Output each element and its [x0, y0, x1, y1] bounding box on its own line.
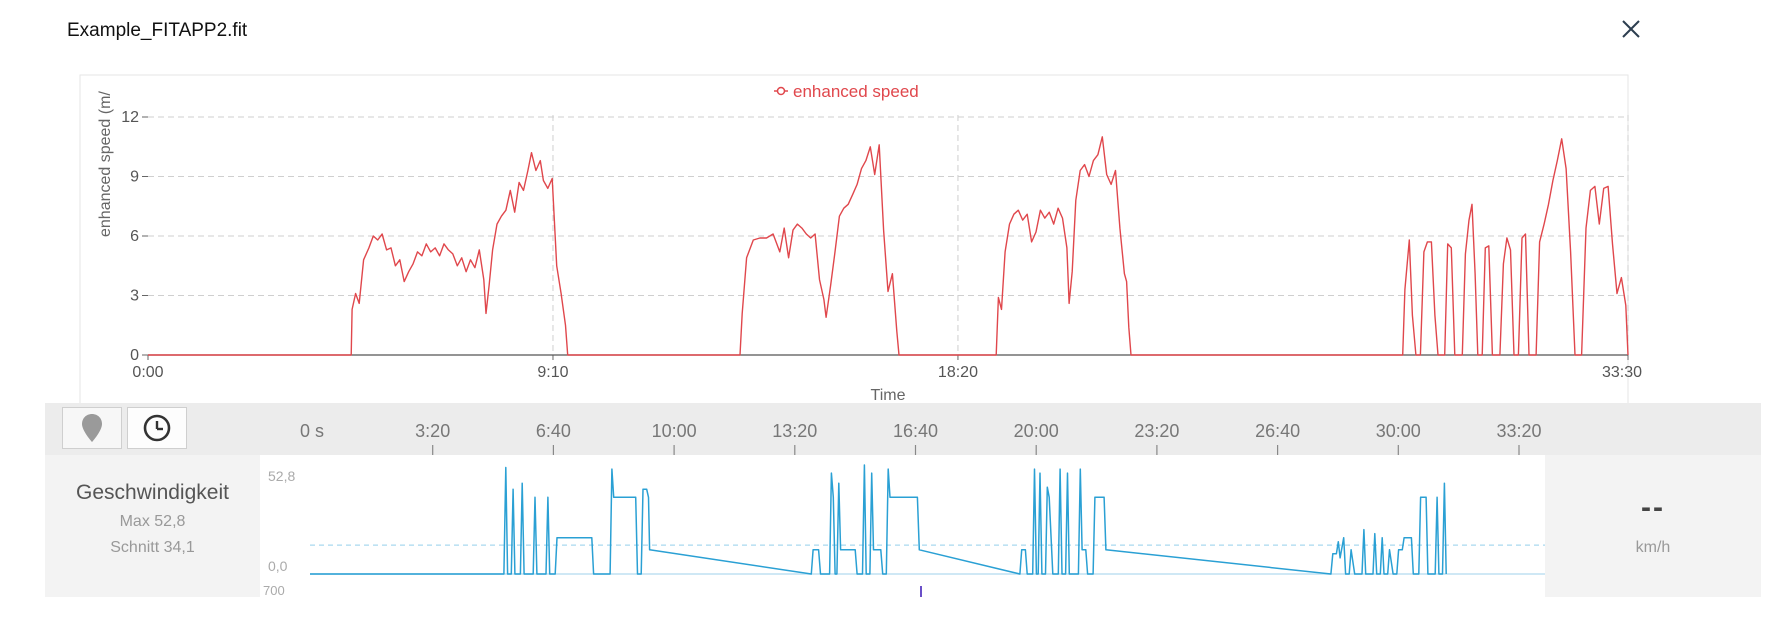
- timeline-tick-label: 10:00: [652, 421, 697, 441]
- timeline-tick-label: 3:20: [415, 421, 450, 441]
- timeline-tick-label: 20:00: [1014, 421, 1059, 441]
- clock-icon: [143, 414, 171, 442]
- timeline-panel: 0 s 3:20 6:40 10:00 13:20 16:40 20:00 23:20 26:4…: [45, 403, 1761, 597]
- timeline-axis[interactable]: 0 s 3:20 6:40 10:00 13:20 16:40 20:00 23:20 26:4…: [45, 403, 1761, 455]
- x-tick-label: 9:10: [537, 364, 568, 381]
- y-tick-label: 12: [121, 109, 139, 126]
- location-pin-icon: [82, 414, 102, 442]
- chart-legend: enhanced speed: [774, 82, 919, 101]
- speed-row-name: Geschwindigkeit: [76, 481, 229, 504]
- timeline-tick-label: 6:40: [536, 421, 571, 441]
- x-tick-labels: 0:00 9:10 18:20 33:30: [132, 355, 1642, 381]
- timeline-tick-label: 30:00: [1376, 421, 1421, 441]
- speed-current-value-box: -- km/h: [1545, 455, 1761, 577]
- speed-row-max: Max 52,8: [119, 513, 186, 530]
- x-tick-label: 33:30: [1602, 364, 1642, 381]
- close-icon[interactable]: [1618, 16, 1644, 42]
- speed-y-min-label: 0,0: [268, 558, 288, 574]
- legend-label: enhanced speed: [793, 82, 919, 101]
- speed-y-max-label: 52,8: [268, 468, 295, 484]
- speed-row-plot[interactable]: 52,8 0,0: [260, 455, 1545, 577]
- y-axis-label: enhanced speed (m/: [97, 91, 114, 237]
- timeline-tick-label: 0 s: [300, 421, 324, 441]
- speed-row-average: Schnitt 34,1: [110, 539, 195, 556]
- speed-line-chart[interactable]: 0 3 6 9 12 0:00 9:10 18:20 33:30 enhanced speed…: [0, 0, 1789, 410]
- legend-marker: [776, 86, 786, 96]
- speed-row-label: Geschwindigkeit Max 52,8 Schnitt 34,1: [45, 455, 260, 577]
- next-row-plot: [260, 577, 1545, 597]
- y-tick-label: 3: [130, 288, 139, 305]
- speed-row: Geschwindigkeit Max 52,8 Schnitt 34,1 52…: [45, 455, 1761, 577]
- timeline-tick-label: 16:40: [893, 421, 938, 441]
- enhanced-speed-series-line: [148, 136, 1629, 356]
- timeline-tick-label: 26:40: [1255, 421, 1300, 441]
- next-row-partial: 700: [45, 577, 1761, 597]
- speed-series-line: [310, 464, 1447, 575]
- speed-current-value: --: [1641, 491, 1665, 524]
- next-row-label: 700: [263, 583, 285, 597]
- timeline-tick-label: 23:20: [1134, 421, 1179, 441]
- location-pin-button[interactable]: [62, 407, 122, 449]
- y-tick-labels: 0 3 6 9 12: [121, 109, 148, 364]
- timeline-tick-label: 33:20: [1496, 421, 1541, 441]
- chart-gridlines: [148, 115, 1629, 355]
- timeline-toolbar: [45, 403, 1761, 455]
- x-tick-label: 18:20: [938, 364, 978, 381]
- y-tick-label: 9: [130, 169, 139, 186]
- speed-unit: km/h: [1635, 539, 1671, 556]
- y-tick-label: 0: [130, 347, 139, 364]
- y-tick-label: 6: [130, 228, 139, 245]
- clock-button[interactable]: [127, 407, 187, 449]
- x-tick-label: 0:00: [132, 364, 163, 381]
- timeline-tick-label: 13:20: [772, 421, 817, 441]
- x-axis-label: Time: [871, 387, 906, 404]
- timeline-cursor-marker[interactable]: [920, 586, 922, 597]
- window-title: Example_FITAPP2.fit: [67, 20, 248, 41]
